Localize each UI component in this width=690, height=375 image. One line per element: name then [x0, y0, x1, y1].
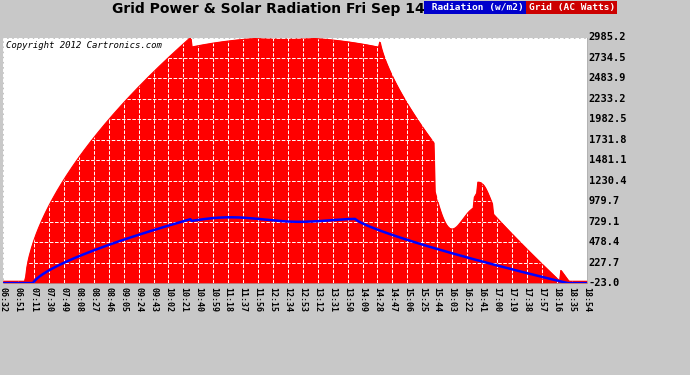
Text: 17:00: 17:00: [493, 287, 502, 312]
Text: 08:46: 08:46: [104, 287, 113, 312]
Text: 09:24: 09:24: [134, 287, 143, 312]
Text: 15:25: 15:25: [417, 287, 427, 312]
Text: 10:59: 10:59: [209, 287, 218, 312]
Text: 07:11: 07:11: [30, 287, 39, 312]
Text: 06:51: 06:51: [14, 287, 23, 312]
Text: 2985.2: 2985.2: [589, 33, 626, 42]
Text: -23.0: -23.0: [589, 278, 620, 288]
Text: 17:38: 17:38: [522, 287, 531, 312]
Text: 12:15: 12:15: [268, 287, 277, 312]
Text: 13:31: 13:31: [328, 287, 337, 312]
Text: 729.1: 729.1: [589, 217, 620, 227]
Text: 12:34: 12:34: [284, 287, 293, 312]
Text: 1481.1: 1481.1: [589, 155, 626, 165]
Text: 13:50: 13:50: [343, 287, 352, 312]
Text: 07:49: 07:49: [59, 287, 68, 312]
Text: 1230.4: 1230.4: [589, 176, 626, 186]
Text: 10:02: 10:02: [164, 287, 173, 312]
Text: 12:53: 12:53: [298, 287, 307, 312]
Text: 1982.5: 1982.5: [589, 114, 626, 125]
Text: 16:41: 16:41: [477, 287, 486, 312]
Text: 14:47: 14:47: [388, 287, 397, 312]
Text: 18:35: 18:35: [567, 287, 576, 312]
Text: 10:21: 10:21: [179, 287, 188, 312]
Text: 2233.2: 2233.2: [589, 94, 626, 104]
Text: 06:32: 06:32: [0, 287, 8, 312]
Text: 1731.8: 1731.8: [589, 135, 626, 145]
Text: 15:44: 15:44: [433, 287, 442, 312]
Text: 07:30: 07:30: [45, 287, 54, 312]
Text: 09:05: 09:05: [119, 287, 128, 312]
Text: 979.7: 979.7: [589, 196, 620, 206]
Text: 08:08: 08:08: [75, 287, 83, 312]
Text: 10:40: 10:40: [194, 287, 203, 312]
Text: 11:37: 11:37: [239, 287, 248, 312]
Text: 15:06: 15:06: [403, 287, 412, 312]
Text: 2734.5: 2734.5: [589, 53, 626, 63]
Text: Copyright 2012 Cartronics.com: Copyright 2012 Cartronics.com: [6, 41, 161, 50]
Text: 478.4: 478.4: [589, 237, 620, 247]
Text: 17:19: 17:19: [507, 287, 516, 312]
Text: 18:16: 18:16: [552, 287, 561, 312]
Text: 14:28: 14:28: [373, 287, 382, 312]
Text: 08:27: 08:27: [89, 287, 98, 312]
Text: 11:56: 11:56: [253, 287, 262, 312]
Text: 11:18: 11:18: [224, 287, 233, 312]
Text: 227.7: 227.7: [589, 258, 620, 268]
Text: 13:12: 13:12: [313, 287, 322, 312]
Text: 18:54: 18:54: [582, 287, 591, 312]
Text: 2483.9: 2483.9: [589, 74, 626, 83]
Text: 16:03: 16:03: [448, 287, 457, 312]
Text: 16:22: 16:22: [462, 287, 471, 312]
Text: 14:09: 14:09: [358, 287, 367, 312]
Text: 17:57: 17:57: [538, 287, 546, 312]
Text: 09:43: 09:43: [149, 287, 158, 312]
Text: Grid (AC Watts): Grid (AC Watts): [529, 3, 615, 12]
Text: Radiation (w/m2): Radiation (w/m2): [426, 3, 524, 12]
Text: Grid Power & Solar Radiation Fri Sep 14 19:03: Grid Power & Solar Radiation Fri Sep 14 …: [112, 2, 474, 16]
